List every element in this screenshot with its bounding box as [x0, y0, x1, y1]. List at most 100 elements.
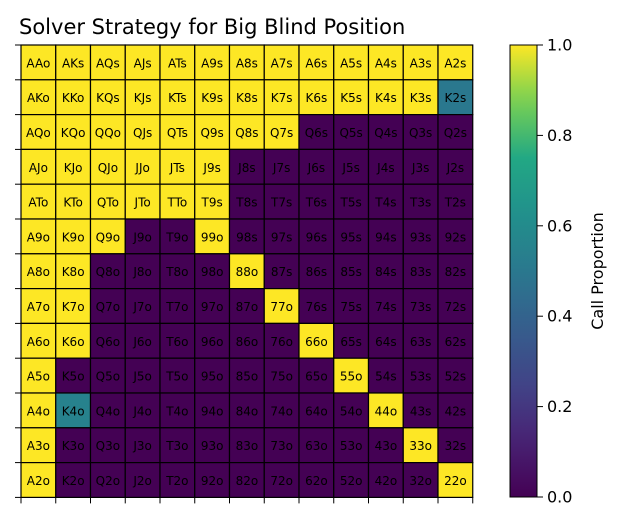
cell-label: K2s [444, 91, 466, 105]
cell-label: J8s [237, 161, 255, 175]
cell-label: Q2s [444, 126, 467, 140]
heatmap-cell [367, 288, 404, 325]
cell-label: 64o [305, 404, 328, 418]
colorbar-tick-label: 1.0 [547, 36, 572, 55]
cell-label: K6o [62, 335, 85, 349]
cell-label: J3s [411, 161, 429, 175]
cell-label: 87s [271, 265, 293, 279]
heatmap-cell [124, 322, 161, 359]
cell-label: 65o [305, 370, 328, 384]
heatmap-cell [263, 79, 300, 116]
cell-label: 52s [445, 370, 467, 384]
cell-label: 43s [410, 404, 432, 418]
cell-label: J2o [132, 474, 152, 488]
cell-label: 99o [201, 230, 224, 244]
colorbar-tick-label: 0.6 [547, 216, 572, 235]
cell-label: 83o [236, 439, 259, 453]
cell-label: K4o [62, 404, 85, 418]
heatmap-cell [124, 218, 161, 255]
heatmap-cell [263, 44, 300, 81]
cell-label: Q6o [96, 335, 120, 349]
heatmap-cell [124, 392, 161, 429]
cell-label: K8s [236, 91, 258, 105]
cell-label: A4o [27, 404, 50, 418]
heatmap-cell [437, 113, 474, 150]
heatmap-cell [55, 183, 92, 220]
cell-label: J6s [307, 161, 325, 175]
heatmap-cell [20, 79, 57, 116]
cell-label: QQo [95, 126, 121, 140]
cell-label: 76o [270, 335, 293, 349]
heatmap-cell [437, 183, 474, 220]
cell-label: K7s [271, 91, 293, 105]
heatmap-cell [228, 462, 265, 499]
colorbar-tick-label: 0.0 [547, 488, 572, 507]
heatmap-cell [367, 253, 404, 290]
heatmap-cell [263, 462, 300, 499]
heatmap-cell [437, 79, 474, 116]
cell-label: 97s [271, 230, 293, 244]
heatmap-cell [124, 462, 161, 499]
cell-label: AQo [26, 126, 51, 140]
cell-label: 44o [375, 404, 398, 418]
heatmap-cell [228, 148, 265, 185]
heatmap-cells: AAo AKs AQs AJs ATs A9s A8s A7s A6s A5s A4s A3s A2s A… [20, 44, 474, 499]
heatmap-cell [55, 218, 92, 255]
cell-label: A8s [236, 56, 258, 70]
cell-label: 84s [375, 265, 397, 279]
cell-label: J7s [272, 161, 290, 175]
cell-label: 75s [340, 300, 362, 314]
heatmap-cell [124, 79, 161, 116]
cell-label: T3o [165, 439, 188, 453]
cell-label: 94s [375, 230, 397, 244]
cell-label: K9s [201, 91, 223, 105]
cell-label: Q7s [270, 126, 293, 140]
cell-label: 77o [270, 300, 293, 314]
cell-label: TTo [166, 196, 187, 210]
cell-label: T2o [165, 474, 188, 488]
cell-label: Q9s [200, 126, 223, 140]
cell-label: J4s [376, 161, 394, 175]
cell-label: A3s [410, 56, 432, 70]
cell-label: 93s [410, 230, 432, 244]
heatmap-cell [367, 322, 404, 359]
cell-label: K7o [62, 300, 85, 314]
heatmap-cell [55, 392, 92, 429]
cell-label: J4o [132, 404, 152, 418]
cell-label: 66o [305, 335, 328, 349]
cell-label: T2s [444, 196, 466, 210]
cell-label: AJs [134, 56, 152, 70]
heatmap-cell [89, 218, 126, 255]
heatmap-cell [402, 462, 439, 499]
cell-label: 86o [236, 335, 259, 349]
cell-label: AKo [27, 91, 50, 105]
heatmap-cell [367, 357, 404, 394]
cell-label: 96s [306, 230, 328, 244]
heatmap-cell [228, 79, 265, 116]
cell-label: KJo [64, 161, 83, 175]
heatmap-cell [194, 462, 231, 499]
cell-label: 84o [236, 404, 259, 418]
cell-label: 97o [201, 300, 224, 314]
cell-label: AAo [26, 56, 50, 70]
cell-label: 72o [270, 474, 293, 488]
cell-label: A4s [375, 56, 397, 70]
heatmap-cell [124, 183, 161, 220]
heatmap-cell [437, 148, 474, 185]
cell-label: QTs [167, 126, 188, 140]
heatmap-cell [437, 462, 474, 499]
cell-label: 92s [445, 230, 467, 244]
heatmap-cell [263, 322, 300, 359]
cell-label: KKo [62, 91, 84, 105]
cell-label: 22o [444, 474, 467, 488]
cell-label: K2o [62, 474, 85, 488]
heatmap-cell [20, 253, 57, 290]
heatmap-cell [20, 183, 57, 220]
cell-label: K8o [62, 265, 85, 279]
heatmap-cell [437, 253, 474, 290]
heatmap-cell [89, 183, 126, 220]
heatmap-cell [194, 148, 231, 185]
heatmap-cell [194, 427, 231, 464]
heatmap-cell [298, 79, 335, 116]
heatmap-cell [437, 218, 474, 255]
